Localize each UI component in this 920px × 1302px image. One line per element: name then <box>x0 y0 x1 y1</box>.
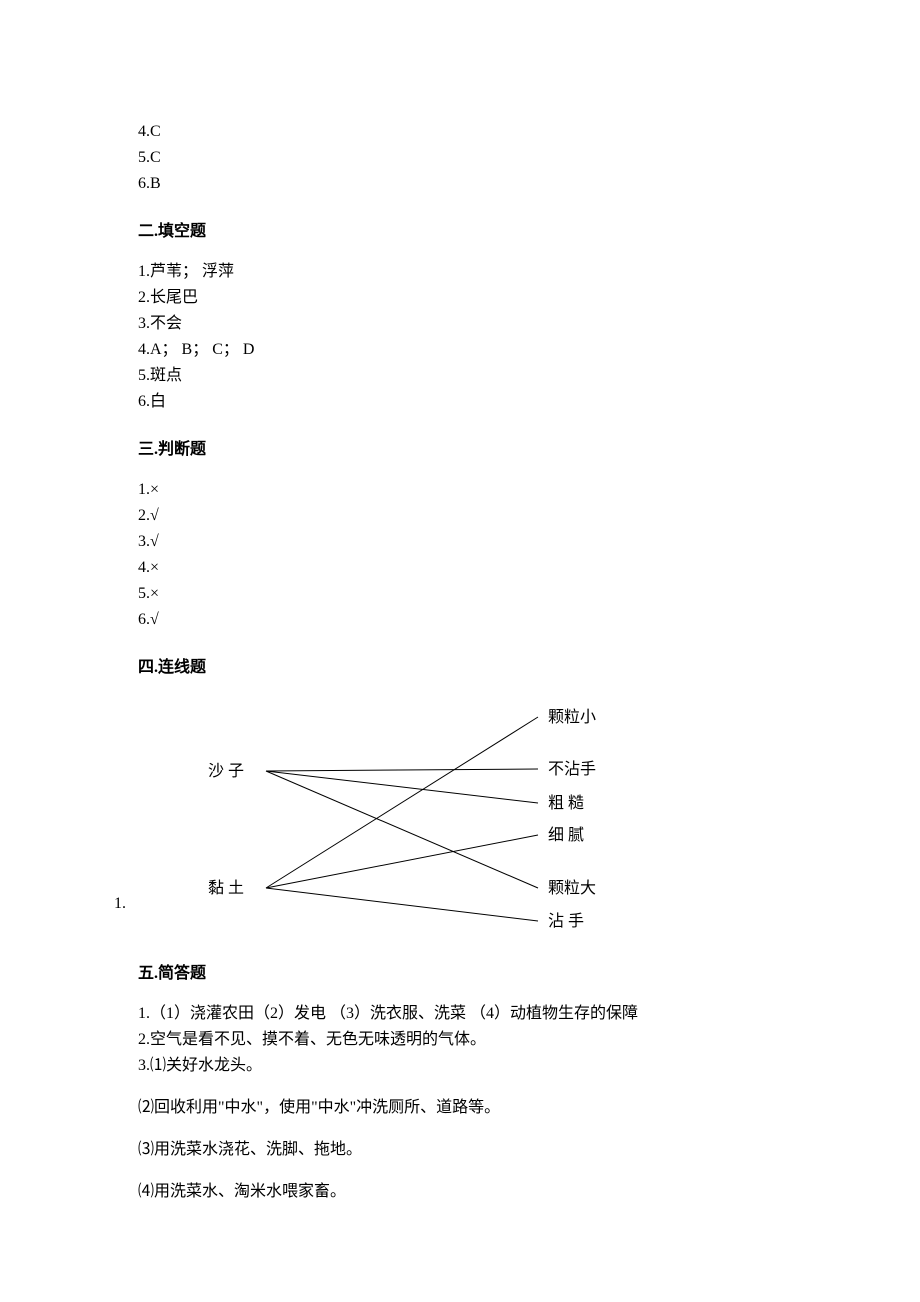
s3-a5: 5.× <box>138 582 790 606</box>
s3-a4: 4.× <box>138 556 790 580</box>
svg-text:颗粒大: 颗粒大 <box>548 879 596 897</box>
svg-text:黏 土: 黏 土 <box>208 879 244 897</box>
s2-a4: 4.A； B； C； D <box>138 338 790 362</box>
sec2-title: 二.填空题 <box>138 220 790 244</box>
matching-svg: 沙 子黏 土 颗粒小不沾手粗 糙细 腻颗粒大沾 手 <box>138 698 678 938</box>
s2-a1: 1.芦苇； 浮萍 <box>138 260 790 284</box>
s5-a1: 1.（1）浇灌农田（2）发电 （3）洗衣服、洗菜 （4）动植物生存的保障 <box>138 1002 790 1026</box>
s5-a3-4: ⑷用洗菜水、淘米水喂家畜。 <box>138 1180 790 1204</box>
s2-a2: 2.长尾巴 <box>138 286 790 310</box>
s5-a3-3: ⑶用洗菜水浇花、洗脚、拖地。 <box>138 1138 790 1162</box>
s1-a6: 6.B <box>138 172 790 196</box>
s5-a3-2: ⑵回收利用"中水"，使用"中水"冲洗厕所、道路等。 <box>138 1096 790 1120</box>
s1-a5: 5.C <box>138 146 790 170</box>
s3-a6: 6.√ <box>138 608 790 632</box>
s1-a4: 4.C <box>138 120 790 144</box>
svg-text:不沾手: 不沾手 <box>548 760 596 778</box>
s3-a2: 2.√ <box>138 504 790 528</box>
svg-text:颗粒小: 颗粒小 <box>548 708 596 726</box>
s3-a3: 3.√ <box>138 530 790 554</box>
matching-diagram: 1. 沙 子黏 土颗粒小不沾手粗 糙细 腻颗粒大沾 手 <box>138 698 678 938</box>
s5-a2: 2.空气是看不见、摸不着、无色无味透明的气体。 <box>138 1028 790 1052</box>
s2-a5: 5.斑点 <box>138 364 790 388</box>
page: 4.C 5.C 6.B 二.填空题 1.芦苇； 浮萍 2.长尾巴 3.不会 4.… <box>0 0 920 1302</box>
svg-text:沾 手: 沾 手 <box>548 912 584 930</box>
s5-a3-head: 3.⑴关好水龙头。 <box>138 1054 790 1078</box>
svg-text:细 腻: 细 腻 <box>548 826 584 844</box>
s4-q1-num: 1. <box>114 892 126 916</box>
sec3-title: 三.判断题 <box>138 438 790 462</box>
s3-a1: 1.× <box>138 478 790 502</box>
sec5-title: 五.简答题 <box>138 962 790 986</box>
sec4-title: 四.连线题 <box>138 656 790 680</box>
svg-text:沙 子: 沙 子 <box>208 762 244 780</box>
svg-text:粗 糙: 粗 糙 <box>548 794 584 812</box>
s2-a6: 6.白 <box>138 390 790 414</box>
s2-a3: 3.不会 <box>138 312 790 336</box>
